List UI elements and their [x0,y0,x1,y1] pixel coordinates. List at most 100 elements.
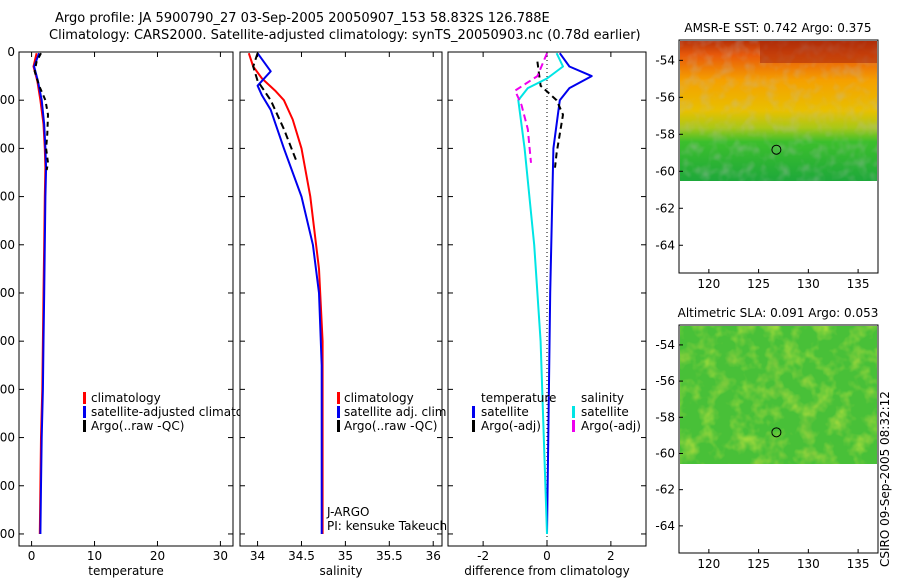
sst-field-texture [680,41,877,181]
y-tick-label: 1600 [0,431,15,445]
salinity-lines [247,52,324,534]
annotation-pi: PI: kensuke Takeuchi [327,519,450,533]
temperature-panel: 0 10 20 30 0 200 400 600 800 1000 1200 1400 1600 180… [0,45,269,578]
y-tick-label: -64 [655,519,675,533]
sst-heatmap-field [680,41,877,181]
y-tick-label: 1800 [0,479,15,493]
series-line-salinity-argo-adj [514,52,548,163]
header-line-2: Climatology: CARS2000. Satellite-adjuste… [49,28,641,43]
legend-heading-temperature: temperature [481,391,556,405]
x-tick-label: 130 [797,557,820,571]
legend-swatch-satellite [337,406,340,418]
salinity-x-ticks: 34 34.5 35 35.5 36 [250,52,441,563]
legend-swatch-climatology [337,392,340,404]
x-tick-label: 35.5 [376,549,403,563]
y-tick-label: 400 [0,141,15,155]
sla-map-x-ticks: 120 125 130 135 [697,549,870,571]
y-tick-label: 1000 [0,286,15,300]
legend-swatch-satellite [83,406,86,418]
y-tick-label: 200 [0,93,15,107]
x-tick-label: 130 [797,277,820,291]
legend-swatch-temp-satellite [472,406,475,418]
temperature-axes-frame [18,51,234,547]
credit-text: CSIRO 09-Sep-2005 08:32:12 [878,391,892,567]
legend-label-temp-argo: Argo(-adj) [481,419,541,433]
y-tick-label: -62 [655,201,675,215]
y-tick-label: 1400 [0,382,15,396]
temperature-x-label: temperature [88,564,163,578]
sla-map-y-ticks: -54 -56 -58 -60 -62 -64 [655,338,683,533]
y-tick-label: -62 [655,483,675,497]
x-tick-label: 34.5 [288,549,315,563]
x-tick-label: 36 [426,549,441,563]
legend-label-satellite: satellite adj. clim. [344,405,450,419]
y-tick-label: -54 [655,338,675,352]
temperature-lines [32,52,49,535]
x-tick-label: -2 [477,549,489,563]
sla-field-texture [680,326,877,464]
series-line-temperature-argo-adj [536,61,564,168]
sla-map-panel: Altimetric SLA: 0.091 Argo: 0.053 120 125… [655,306,879,571]
x-tick-label: 2 [607,549,615,563]
x-tick-label: 30 [213,549,228,563]
temperature-legend: climatology satellite-adjusted climatolo… [83,391,269,433]
legend-swatch-temp-argo [472,420,475,432]
legend-swatch-sal-argo [572,420,575,432]
salinity-panel: 34 34.5 35 35.5 36 salinity climatology sate… [239,51,450,578]
sst-map-panel: AMSR-E SST: 0.742 Argo: 0.375 120 125 130 1… [655,21,879,291]
x-tick-label: 135 [847,557,870,571]
difference-panel: -2 0 2 difference from climatology tempera… [447,51,647,578]
series-line-satellite-adj-clim [256,52,323,534]
legend-label-argo: Argo(..raw -QC) [344,419,437,433]
legend-heading-salinity: salinity [581,391,624,405]
temperature-y-ticks: 0 200 400 600 800 1000 1200 1400 1600 1800 2000 [0,45,233,541]
difference-lines [514,52,593,535]
legend-label-climatology: climatology [91,391,161,405]
series-line-satellite-adjusted-climatology [33,52,48,535]
legend-label-satellite: satellite-adjusted climatology [91,405,269,419]
legend-swatch-climatology [83,392,86,404]
y-tick-label: -64 [655,238,675,252]
x-tick-label: 20 [150,549,165,563]
salinity-y-ticks [240,51,442,535]
x-tick-label: 120 [697,557,720,571]
annotation-program: J-ARGO [326,505,369,519]
legend-label-argo: Argo(..raw -QC) [91,419,184,433]
y-tick-label: -60 [655,446,675,460]
difference-legend: temperature satellite Argo(-adj) salinit… [472,391,641,433]
salinity-x-label: salinity [319,564,362,578]
series-line-argo-raw-qc [252,52,299,164]
x-tick-label: 0 [28,549,36,563]
y-tick-label: -54 [655,53,675,67]
x-tick-label: 0 [543,549,551,563]
y-tick-label: -56 [655,374,675,388]
temperature-x-ticks: 0 10 20 30 [28,52,228,563]
sst-map-title: AMSR-E SST: 0.742 Argo: 0.375 [684,21,871,35]
y-tick-label: -56 [655,90,675,104]
legend-swatch-argo [337,420,340,432]
y-tick-label: -60 [655,164,675,178]
series-line-climatology [247,52,324,534]
x-tick-label: 120 [697,277,720,291]
header-line-1: Argo profile: JA 5900790_27 03-Sep-2005 … [55,11,550,26]
sla-heatmap-field [680,326,877,464]
sst-map-x-ticks: 120 125 130 135 [697,269,870,291]
sst-map-y-ticks: -54 -56 -58 -60 -62 -64 [655,53,683,252]
x-tick-label: 135 [847,277,870,291]
y-tick-label: 0 [7,45,15,59]
sla-map-title: Altimetric SLA: 0.091 Argo: 0.053 [678,306,879,320]
salinity-axes-frame [239,51,443,547]
difference-y-ticks [448,51,646,535]
x-tick-label: 125 [747,277,770,291]
series-line-argo-raw-qc [33,52,49,171]
x-tick-label: 35 [338,549,353,563]
y-tick-label: -58 [655,410,675,424]
sst-warm-core [760,41,877,63]
legend-swatch-argo [83,420,86,432]
series-line-temperature-satellite [546,52,593,535]
difference-x-label: difference from climatology [464,564,630,578]
salinity-legend: climatology satellite adj. clim. Argo(..… [337,391,450,433]
legend-label-climatology: climatology [344,391,414,405]
x-tick-label: 10 [87,549,102,563]
y-tick-label: 1200 [0,334,15,348]
